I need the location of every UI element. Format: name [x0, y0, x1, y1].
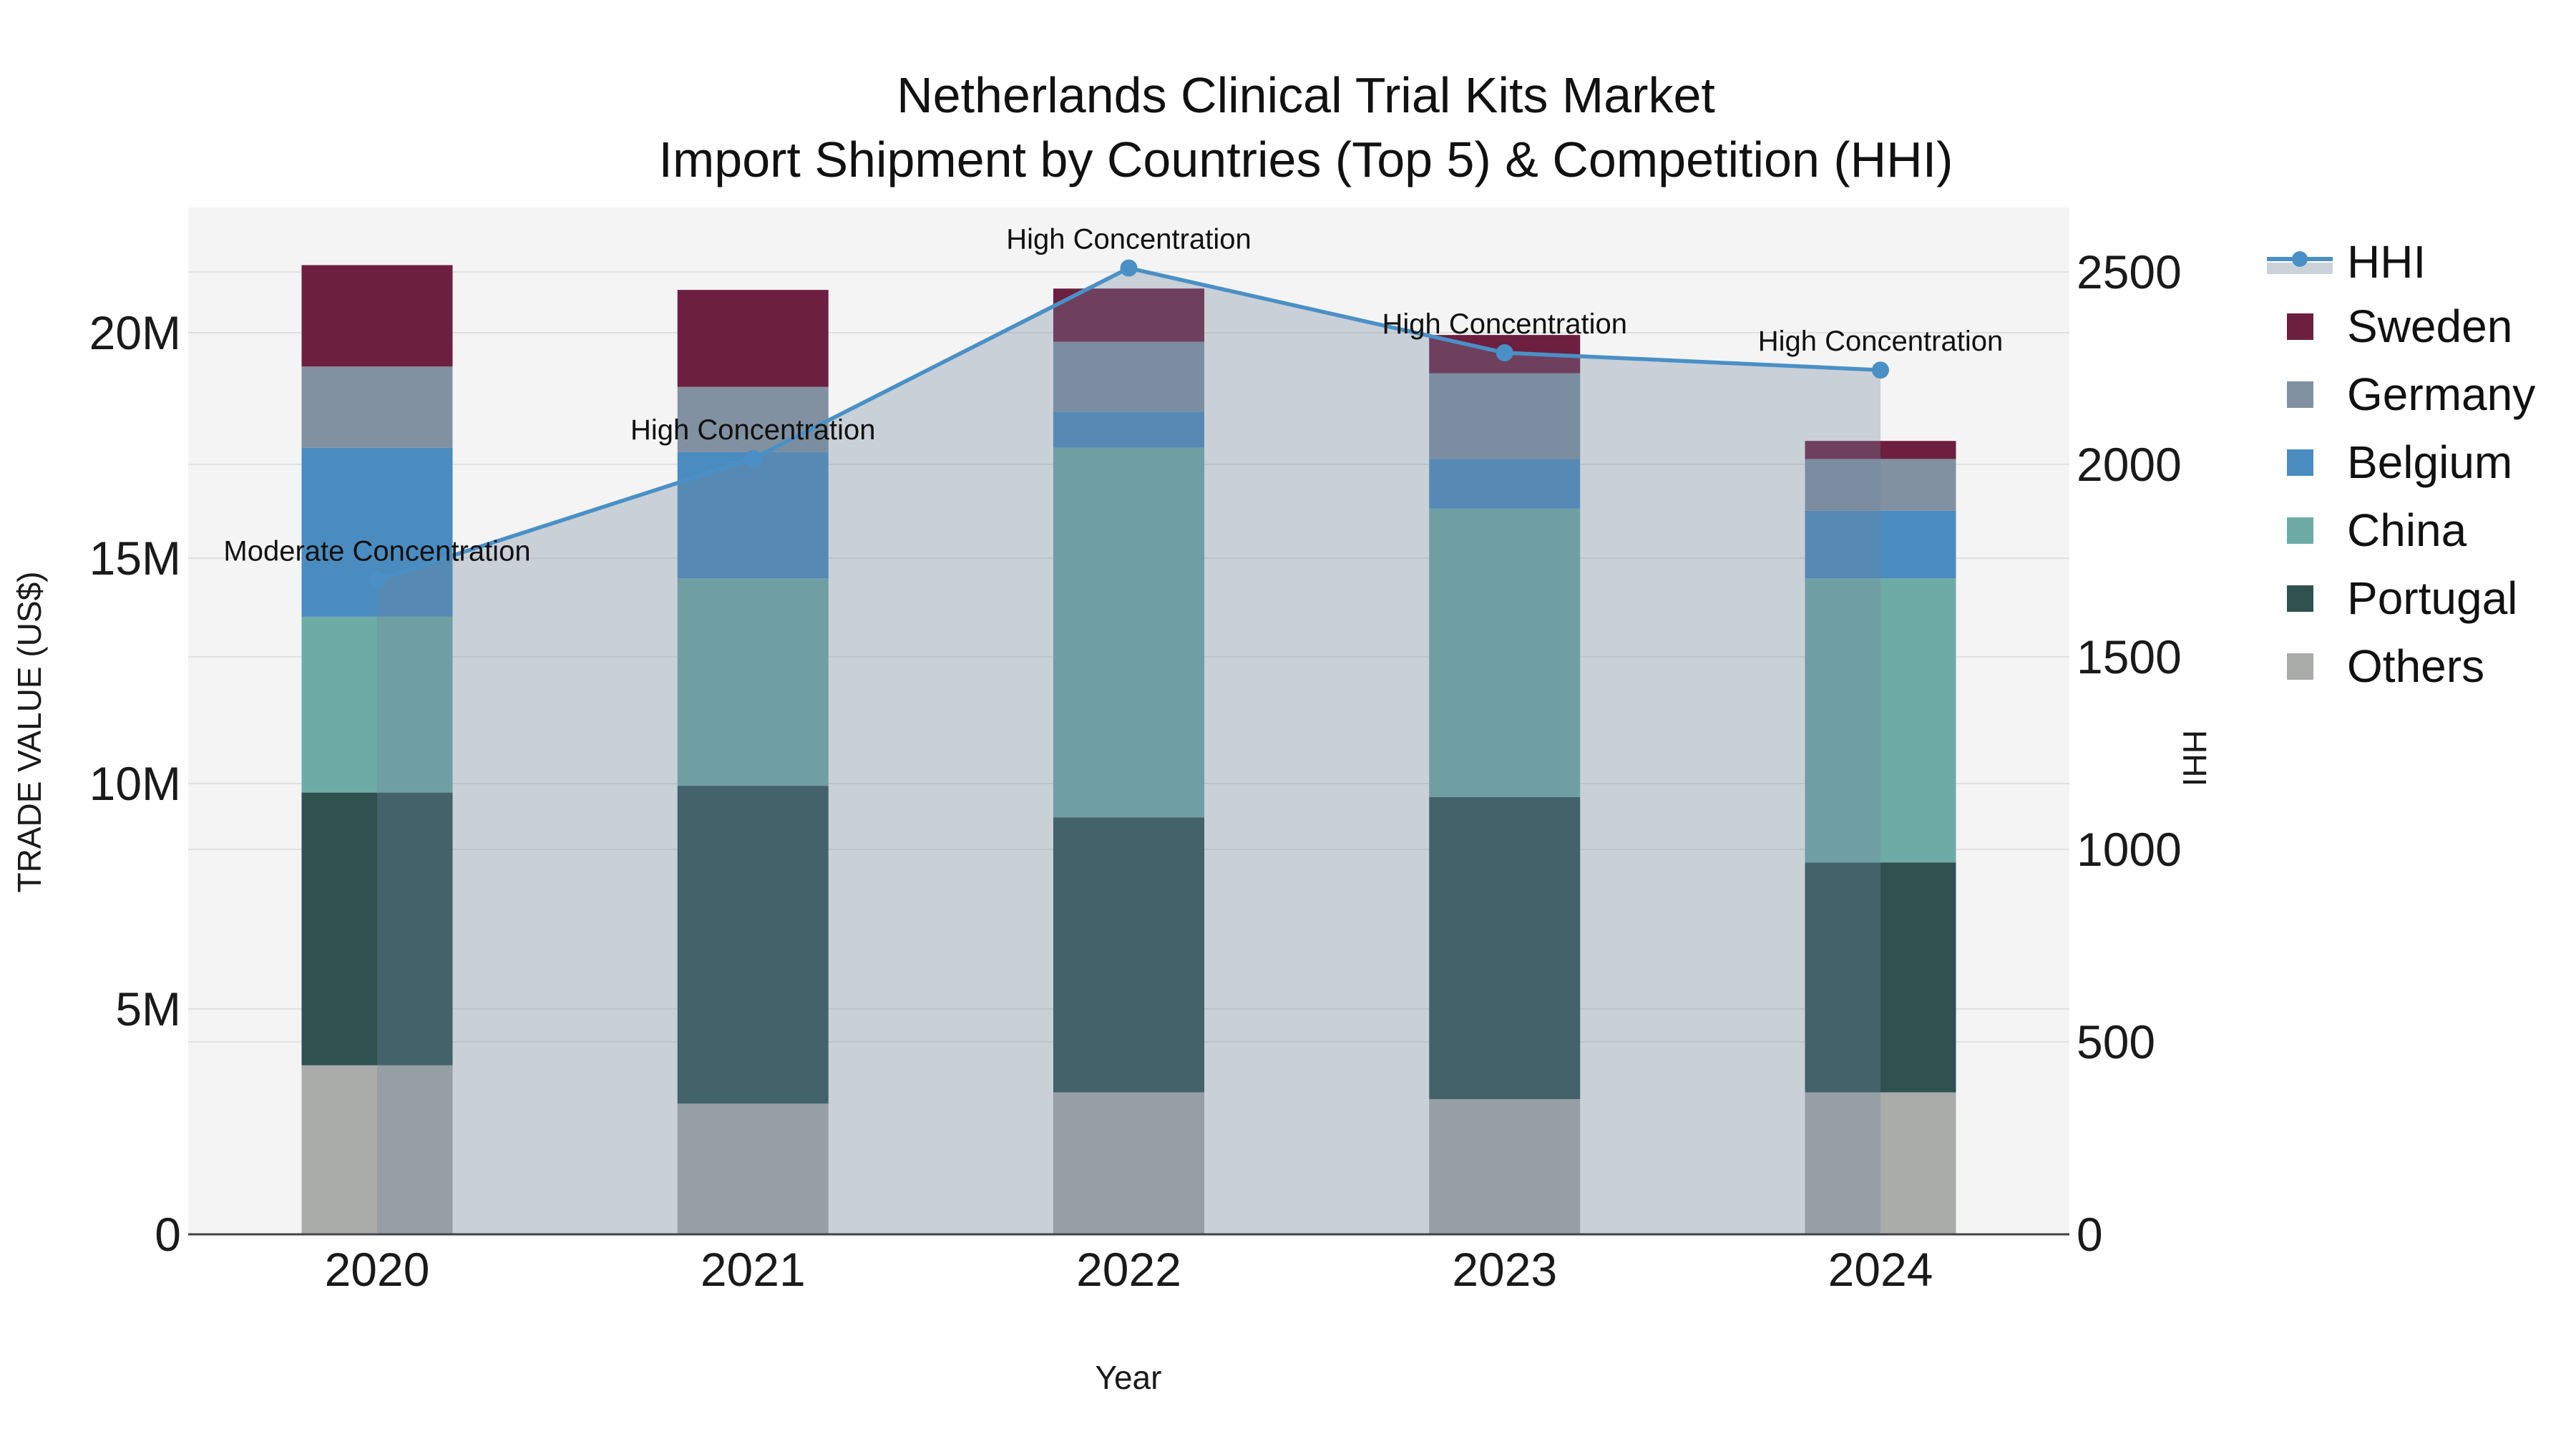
hhi-marker-2023 — [1496, 343, 1513, 361]
legend-hhi-marker-swatch — [2292, 251, 2308, 267]
chart-title: Netherlands Clinical Trial Kits Market I… — [36, 63, 2576, 192]
annotation-2020: Moderate Concentration — [223, 535, 530, 567]
bar-segment-others-2020 — [301, 1065, 453, 1234]
bar-segment-germany-2024 — [1805, 459, 1956, 511]
y-right-tick-label: 0 — [2077, 1208, 2103, 1261]
y-right-tick-label: 500 — [2077, 1015, 2155, 1068]
bar-segment-china-2021 — [677, 578, 829, 786]
bar-segment-germany-2021 — [677, 386, 829, 452]
bar-segment-china-2023 — [1429, 508, 1581, 797]
bar-segment-germany-2020 — [301, 366, 453, 448]
legend-swatch-china — [2287, 517, 2313, 544]
legend-swatch-portugal — [2287, 585, 2313, 612]
y-left-tick-label: 10M — [89, 757, 181, 810]
chart-title-line1: Netherlands Clinical Trial Kits Market — [897, 67, 1715, 123]
legend-swatch-belgium — [2287, 449, 2313, 476]
bar-segment-sweden-2020 — [301, 265, 453, 367]
bar-segment-china-2020 — [301, 616, 453, 793]
bar-segment-sweden-2024 — [1805, 441, 1956, 459]
annotation-2024: High Concentration — [1758, 326, 2003, 357]
bar-segment-belgium-2023 — [1429, 459, 1581, 509]
bar-segment-others-2023 — [1429, 1099, 1581, 1234]
hhi-marker-2024 — [1872, 361, 1889, 379]
y-left-tick-label: 0 — [155, 1208, 181, 1261]
bar-segment-portugal-2024 — [1805, 862, 1956, 1093]
annotation-2023: High Concentration — [1382, 308, 1627, 340]
bar-segment-china-2022 — [1053, 447, 1204, 818]
x-tick-label-2021: 2021 — [701, 1243, 806, 1296]
y-axis-title-left: TRADE VALUE (US$) — [11, 571, 48, 893]
hhi-marker-2020 — [369, 571, 386, 589]
bar-segment-sweden-2022 — [1053, 288, 1204, 342]
legend-swatch-sweden — [2287, 313, 2313, 340]
y-right-tick-label: 2000 — [2077, 438, 2182, 491]
legend-label-germany: Germany — [2347, 369, 2535, 420]
legend-label-hhi: HHI — [2347, 236, 2426, 288]
legend-label-portugal: Portugal — [2347, 572, 2517, 624]
hhi-area-fill — [377, 268, 1880, 1234]
x-tick-label-2020: 2020 — [325, 1243, 430, 1296]
bar-segment-china-2024 — [1805, 578, 1956, 863]
y-left-tick-label: 15M — [89, 532, 181, 585]
bar-segment-others-2021 — [677, 1103, 829, 1234]
x-tick-label-2023: 2023 — [1452, 1243, 1557, 1296]
x-axis-title: Year — [1095, 1359, 1162, 1396]
x-tick-label-2022: 2022 — [1076, 1243, 1181, 1296]
y-right-tick-label: 2500 — [2077, 245, 2182, 298]
bar-segment-belgium-2022 — [1053, 411, 1204, 448]
annotation-2022: High Concentration — [1006, 224, 1251, 255]
legend-label-others: Others — [2347, 640, 2484, 692]
y-left-tick-label: 20M — [89, 306, 181, 359]
y-axis-title-right: HHI — [2176, 730, 2213, 787]
bar-segment-others-2022 — [1053, 1092, 1204, 1234]
legend-swatch-germany — [2287, 381, 2313, 408]
annotation-2021: High Concentration — [630, 414, 875, 446]
legend-hhi-band-swatch — [2267, 263, 2333, 274]
hhi-marker-2021 — [744, 449, 762, 467]
legend-label-sweden: Sweden — [2347, 301, 2512, 352]
bar-segment-germany-2023 — [1429, 373, 1581, 459]
bar-segment-portugal-2022 — [1053, 817, 1204, 1093]
bar-segment-belgium-2020 — [301, 447, 453, 617]
bar-segment-germany-2022 — [1053, 341, 1204, 412]
y-left-tick-label: 5M — [115, 982, 181, 1035]
legend-label-belgium: Belgium — [2347, 436, 2512, 488]
y-right-tick-label: 1500 — [2077, 630, 2182, 683]
bar-segment-portugal-2020 — [301, 792, 453, 1065]
x-tick-label-2024: 2024 — [1828, 1243, 1933, 1296]
bar-segment-portugal-2021 — [677, 786, 829, 1104]
legend-label-china: China — [2347, 504, 2467, 556]
bar-segment-belgium-2024 — [1805, 510, 1956, 579]
bar-segment-sweden-2021 — [677, 290, 829, 387]
bar-segment-portugal-2023 — [1429, 796, 1581, 1099]
chart-title-line2: Import Shipment by Countries (Top 5) & C… — [658, 132, 1953, 187]
hhi-marker-2022 — [1120, 259, 1138, 277]
bar-segment-others-2024 — [1805, 1092, 1956, 1234]
y-right-tick-label: 1000 — [2077, 823, 2182, 876]
legend-swatch-others — [2287, 653, 2313, 680]
